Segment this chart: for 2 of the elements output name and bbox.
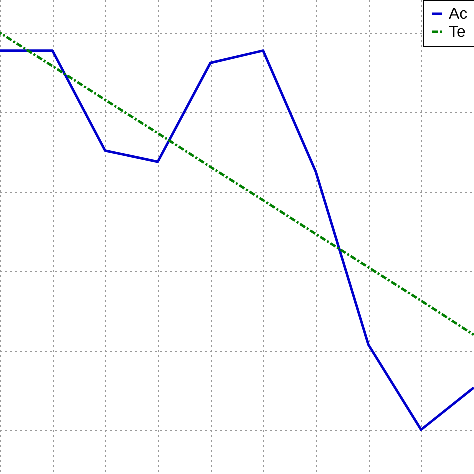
- legend-label: Ac: [449, 6, 468, 23]
- legend-label: Te: [449, 24, 466, 41]
